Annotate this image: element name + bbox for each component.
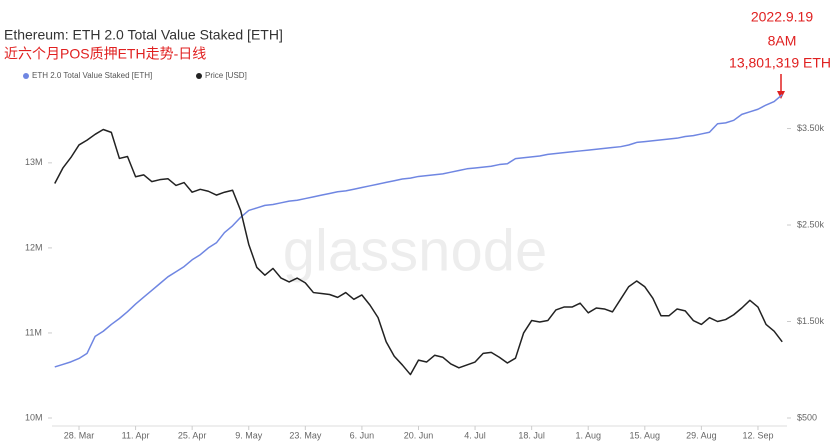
legend-marker: [23, 73, 29, 79]
legend-label: ETH 2.0 Total Value Staked [ETH]: [32, 71, 152, 80]
x-tick-label: 25. Apr: [178, 430, 207, 440]
y-tick-label: 11M: [25, 327, 42, 337]
series-line: [54, 94, 783, 368]
watermark: glassnode: [283, 218, 547, 283]
y2-tick-label: $3.50k: [797, 123, 825, 133]
y-tick-label: 12M: [25, 242, 43, 252]
x-tick-label: 18. Jul: [518, 430, 545, 440]
legend-marker: [196, 73, 202, 79]
chart-subtitle: 近六个月POS质押ETH走势-日线: [4, 46, 206, 62]
x-tick-label: 23. May: [289, 430, 322, 440]
y2-tick-label: $500: [797, 412, 817, 422]
y2-tick-label: $1.50k: [797, 316, 825, 326]
x-tick-label: 28. Mar: [64, 430, 95, 440]
x-tick-label: 9. May: [235, 430, 263, 440]
x-tick-label: 20. Jun: [404, 430, 434, 440]
annotation: 2022.9.19: [751, 9, 813, 25]
legend-label: Price [USD]: [205, 71, 247, 80]
annotation: 13,801,319 ETH: [729, 55, 831, 71]
x-tick-label: 1. Aug: [575, 430, 601, 440]
x-tick-label: 6. Jun: [350, 430, 375, 440]
annotation: 8AM: [768, 33, 797, 49]
x-tick-label: 29. Aug: [686, 430, 717, 440]
y-tick-label: 10M: [25, 412, 43, 422]
chart-title: Ethereum: ETH 2.0 Total Value Staked [ET…: [4, 27, 283, 43]
x-tick-label: 15. Aug: [630, 430, 661, 440]
y-tick-label: 13M: [25, 157, 43, 167]
y2-tick-label: $2.50k: [797, 219, 825, 229]
series-line: [54, 128, 783, 376]
x-tick-label: 4. Jul: [464, 430, 486, 440]
x-tick-label: 11. Apr: [122, 430, 150, 440]
x-tick-label: 12. Sep: [742, 430, 773, 440]
